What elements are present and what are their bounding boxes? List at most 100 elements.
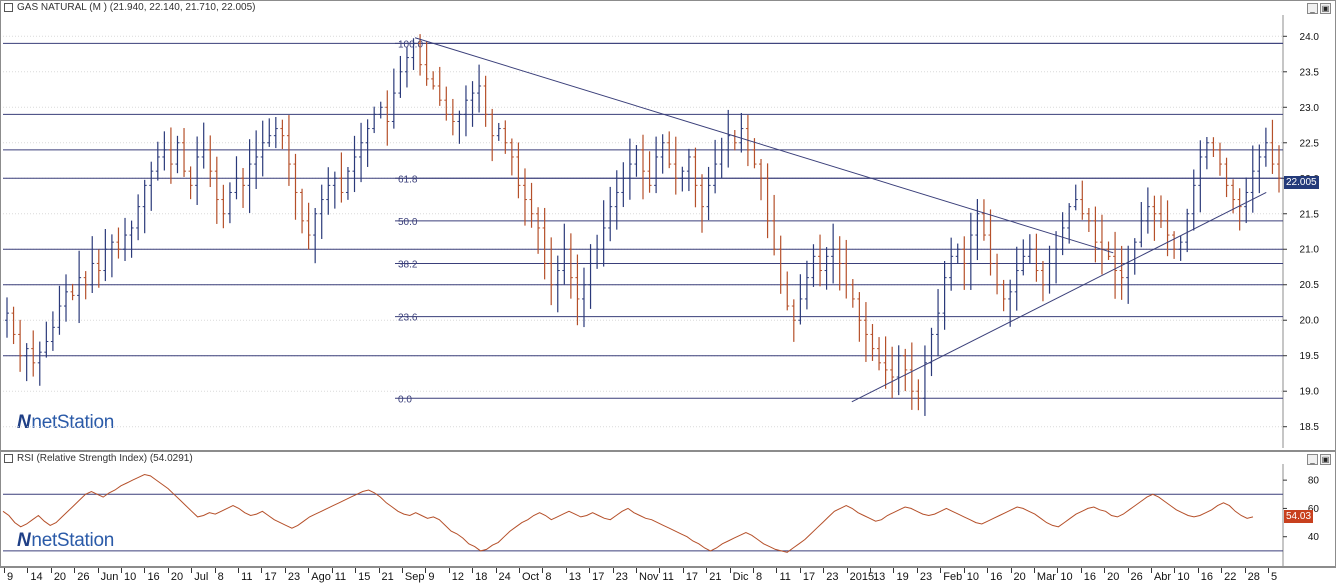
- rsi-y-tick-label: 80: [1308, 476, 1320, 487]
- x-axis-tick-label: 11: [779, 571, 791, 583]
- x-axis-tick-label: 23: [919, 571, 933, 583]
- x-axis-tick: [542, 568, 544, 573]
- x-axis-tick-label: Ago: [311, 571, 331, 583]
- x-axis-tick-label: Nov: [639, 571, 659, 583]
- x-axis-tick-label: 17: [264, 571, 277, 583]
- rsi-y-tick-label: 60: [1308, 504, 1320, 515]
- x-axis-tick-label: Jul: [194, 571, 209, 583]
- x-axis-tick-label: 13: [873, 571, 886, 583]
- price-panel-title: GAS NATURAL (M ) (21.940, 22.140, 21.710…: [4, 2, 255, 13]
- x-axis-tick-label: 14: [30, 571, 43, 583]
- price-y-tick-label: 20.0: [1300, 316, 1320, 327]
- panel-menu-icon[interactable]: [4, 2, 13, 12]
- x-axis-tick: [1268, 568, 1269, 573]
- x-axis-tick: [963, 568, 965, 573]
- x-axis-tick: [1127, 568, 1129, 573]
- x-axis-tick: [823, 568, 825, 573]
- x-axis-tick-label: 23: [615, 571, 628, 583]
- x-axis-tick-label: Oct: [521, 571, 540, 583]
- x-axis-tick: [331, 568, 333, 573]
- x-axis-tick-label: 12: [451, 571, 464, 583]
- x-axis-tick: [799, 568, 801, 573]
- x-axis-tick: [261, 568, 263, 573]
- price-y-tick-label: 19.5: [1300, 351, 1320, 362]
- x-axis-tick-label: 9: [7, 571, 14, 583]
- price-y-tick-label: 21.5: [1300, 209, 1320, 220]
- x-axis-tick: [518, 568, 520, 573]
- price-y-tick-label: 22.5: [1300, 138, 1320, 149]
- x-axis-tick: [448, 568, 450, 573]
- price-y-tick-label: 23.5: [1300, 67, 1320, 78]
- x-axis-tick: [238, 568, 240, 573]
- x-axis-tick-label: 20: [170, 571, 184, 583]
- minimize-icon[interactable]: _: [1307, 454, 1318, 465]
- x-axis-tick: [97, 568, 99, 573]
- x-axis-tick-label: 16: [990, 571, 1003, 583]
- price-panel-title-text: GAS NATURAL (M ) (21.940, 22.140, 21.710…: [17, 2, 256, 13]
- price-y-tick-label: 21.0: [1300, 245, 1320, 256]
- x-axis-tick: [636, 568, 637, 573]
- price-y-tick-label: 20.5: [1300, 280, 1320, 291]
- fibonacci-level-label: 0.0: [398, 394, 412, 405]
- x-axis-tick-label: 23: [826, 571, 839, 583]
- x-axis-tick: [4, 568, 5, 573]
- x-axis-tick-label: 18: [475, 571, 488, 583]
- x-axis-tick: [495, 568, 497, 573]
- x-axis-tick-label: 8: [217, 571, 224, 583]
- panel-menu-icon[interactable]: [4, 453, 13, 463]
- price-y-tick-label: 19.0: [1300, 387, 1320, 398]
- x-axis-tick-label: 15: [358, 571, 371, 583]
- x-axis-tick-label: 2015: [849, 571, 875, 583]
- rsi-line: [2, 473, 1254, 553]
- x-axis-tick-label: Abr: [1153, 571, 1172, 583]
- x-axis-tick-label: 11: [334, 571, 347, 583]
- price-chart-panel[interactable]: GAS NATURAL (M ) (21.940, 22.140, 21.710…: [0, 0, 1336, 451]
- x-axis-tick: [308, 568, 310, 573]
- rsi-chart-panel[interactable]: RSI (Relative Strength Index) (54.0291) …: [0, 451, 1336, 567]
- x-axis-tick-label: 9: [428, 571, 435, 583]
- rsi-y-tick-label: 40: [1308, 532, 1320, 543]
- netstation-logo-text: netStation: [31, 412, 114, 433]
- maximize-icon[interactable]: ▣: [1320, 3, 1331, 14]
- x-axis-tick: [870, 568, 872, 573]
- fibonacci-level-label: 61.8: [398, 174, 418, 185]
- rsi-panel-title: RSI (Relative Strength Index) (54.0291): [4, 453, 193, 464]
- x-axis-tick: [1174, 568, 1176, 573]
- x-axis-tick-label: 10: [966, 571, 979, 583]
- x-axis-tick-label: 17: [802, 571, 816, 583]
- x-axis-tick: [565, 568, 567, 573]
- x-axis-tick: [1221, 568, 1223, 573]
- minimize-icon[interactable]: _: [1307, 3, 1318, 14]
- x-axis-tick: [50, 568, 52, 573]
- x-axis-tick-label: 10: [124, 571, 137, 583]
- netstation-logo-mark: N: [17, 530, 31, 551]
- x-axis-tick: [284, 568, 286, 573]
- x-axis-tick-label: 20: [1107, 571, 1120, 583]
- x-axis-tick: [1150, 568, 1152, 573]
- x-axis-tick-label: 21: [381, 571, 394, 583]
- x-axis-tick-label: 11: [241, 571, 253, 583]
- x-axis-tick: [1057, 568, 1059, 573]
- x-axis-tick-label: 5: [1271, 571, 1278, 583]
- x-axis-tick: [214, 568, 216, 573]
- price-y-tick-label: 18.5: [1300, 422, 1320, 433]
- maximize-icon[interactable]: ▣: [1320, 454, 1331, 465]
- x-axis-tick: [1080, 568, 1082, 573]
- x-axis-tick: [378, 568, 380, 573]
- netstation-logo: NnetStation: [17, 412, 114, 434]
- x-axis-tick-label: 8: [756, 571, 763, 583]
- x-axis-tick-label: Jun: [100, 571, 119, 583]
- x-axis-tick-label: 21: [709, 571, 722, 583]
- x-axis-tick: [121, 568, 123, 573]
- x-axis-tick: [682, 568, 684, 573]
- x-axis-tick: [1010, 568, 1012, 573]
- x-axis-tick-label: 20: [1013, 571, 1026, 583]
- time-axis[interactable]: 9 14 20 26 Jun 10 16 20 Jul 8 11 17 23 Ago 11 15 21 Sep 9 1…: [0, 567, 1336, 586]
- x-axis-tick-label: 20: [53, 571, 67, 583]
- rsi-value-tag: 54.03: [1284, 510, 1314, 523]
- x-axis-tick: [472, 568, 474, 573]
- x-axis-tick: [144, 568, 146, 573]
- fibonacci-level-label: 100.0: [398, 39, 423, 50]
- x-axis-tick: [706, 568, 708, 573]
